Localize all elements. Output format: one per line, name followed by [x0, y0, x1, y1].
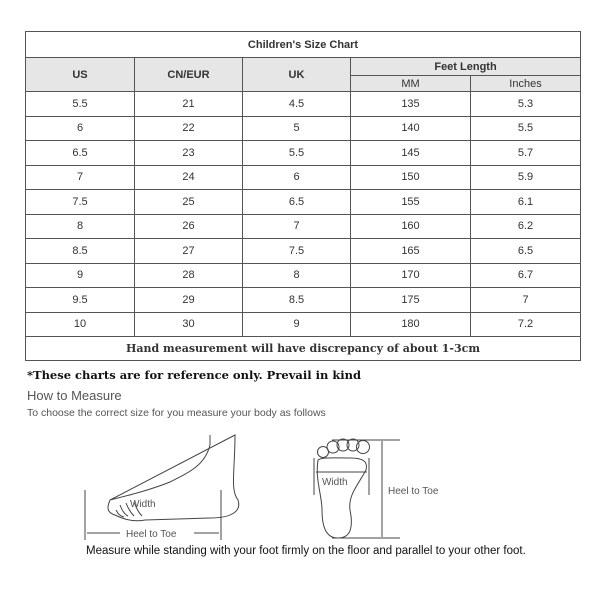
cell-mm: 140: [350, 115, 471, 141]
table-row: 10 30 9 180 7.2: [25, 311, 582, 337]
measure-caption: Measure while standing with your foot fi…: [86, 545, 526, 557]
table-row: 8 26 7 160 6.2: [25, 213, 582, 239]
cell-us: 10: [25, 311, 135, 337]
cell-us: 8: [25, 213, 135, 239]
cell-uk: 7.5: [242, 238, 351, 264]
cell-uk: 5: [242, 115, 351, 141]
table-row: 9 28 8 170 6.7: [25, 262, 582, 288]
cell-cn-eur: 26: [134, 213, 243, 239]
table-row: 6.5 23 5.5 145 5.7: [25, 140, 582, 166]
cell-mm: 160: [350, 213, 471, 239]
cell-us: 9.5: [25, 287, 135, 313]
header-mm: MM: [350, 75, 471, 92]
cell-mm: 135: [350, 91, 471, 117]
cell-uk: 6: [242, 164, 351, 190]
header-feet-length: Feet Length: [349, 57, 582, 76]
cell-inches: 6.1: [469, 189, 582, 215]
cell-inches: 6.7: [469, 262, 582, 288]
table-row: 8.5 27 7.5 165 6.5: [25, 238, 582, 264]
cell-uk: 5.5: [242, 140, 351, 166]
cell-uk: 6.5: [242, 189, 351, 215]
sole-length-label: Heel to Toe: [388, 486, 439, 497]
how-to-subtitle: To choose the correct size for you measu…: [27, 407, 326, 419]
cell-us: 6.5: [25, 140, 135, 166]
sole-width-label: Width: [322, 477, 348, 488]
cell-cn-eur: 23: [134, 140, 243, 166]
cell-mm: 170: [350, 262, 471, 288]
cell-mm: 165: [350, 238, 471, 264]
cell-inches: 5.5: [469, 115, 582, 141]
table-row: 7 24 6 150 5.9: [25, 164, 582, 190]
cell-mm: 145: [350, 140, 471, 166]
cell-inches: 6.5: [469, 238, 582, 264]
side-foot-outline: [107, 434, 240, 522]
table-row: 5.5 21 4.5 135 5.3: [25, 91, 582, 117]
cell-cn-eur: 29: [134, 287, 243, 313]
header-us: US: [25, 57, 135, 92]
sole-outline: [316, 457, 367, 539]
cell-cn-eur: 25: [134, 189, 243, 215]
cell-cn-eur: 28: [134, 262, 243, 288]
header-inches: Inches: [469, 75, 582, 92]
cell-inches: 5.3: [469, 91, 582, 117]
cell-inches: 7.2: [469, 311, 582, 337]
measurement-note: Hand measurement will have discrepancy o…: [24, 336, 582, 361]
reference-note: *These charts are for reference only. Pr…: [27, 368, 362, 382]
table-row: 6 22 5 140 5.5: [25, 115, 582, 141]
cell-mm: 180: [350, 311, 471, 337]
cell-cn-eur: 27: [134, 238, 243, 264]
cell-mm: 155: [350, 189, 471, 215]
table-row: 9.5 29 8.5 175 7: [25, 287, 582, 313]
cell-us: 7.5: [25, 189, 135, 215]
table-row: 7.5 25 6.5 155 6.1: [25, 189, 582, 215]
cell-us: 8.5: [25, 238, 135, 264]
cell-uk: 9: [242, 311, 351, 337]
cell-us: 6: [25, 115, 135, 141]
header-uk: UK: [242, 57, 351, 92]
cell-mm: 150: [350, 164, 471, 190]
chart-title: Children's Size Chart: [24, 31, 582, 58]
cell-mm: 175: [350, 287, 471, 313]
header-cn-eur: CN/EUR: [134, 57, 243, 92]
side-length-label: Heel to Toe: [126, 529, 177, 540]
cell-cn-eur: 30: [134, 311, 243, 337]
cell-us: 9: [25, 262, 135, 288]
side-width-label: Width: [130, 499, 156, 510]
cell-uk: 4.5: [242, 91, 351, 117]
cell-inches: 6.2: [469, 213, 582, 239]
how-to-title: How to Measure: [27, 388, 122, 403]
cell-uk: 8: [242, 262, 351, 288]
cell-inches: 5.9: [469, 164, 582, 190]
foot-measure-illustration: Width Heel to Toe Width Heel to Toe: [84, 434, 439, 540]
cell-uk: 7: [242, 213, 351, 239]
cell-us: 5.5: [25, 91, 135, 117]
cell-us: 7: [25, 164, 135, 190]
cell-cn-eur: 22: [134, 115, 243, 141]
cell-cn-eur: 24: [134, 164, 243, 190]
cell-inches: 7: [469, 287, 582, 313]
size-chart-table: Children's Size Chart US CN/EUR UK Feet …: [24, 31, 582, 361]
cell-inches: 5.7: [469, 140, 582, 166]
cell-cn-eur: 21: [134, 91, 243, 117]
cell-uk: 8.5: [242, 287, 351, 313]
